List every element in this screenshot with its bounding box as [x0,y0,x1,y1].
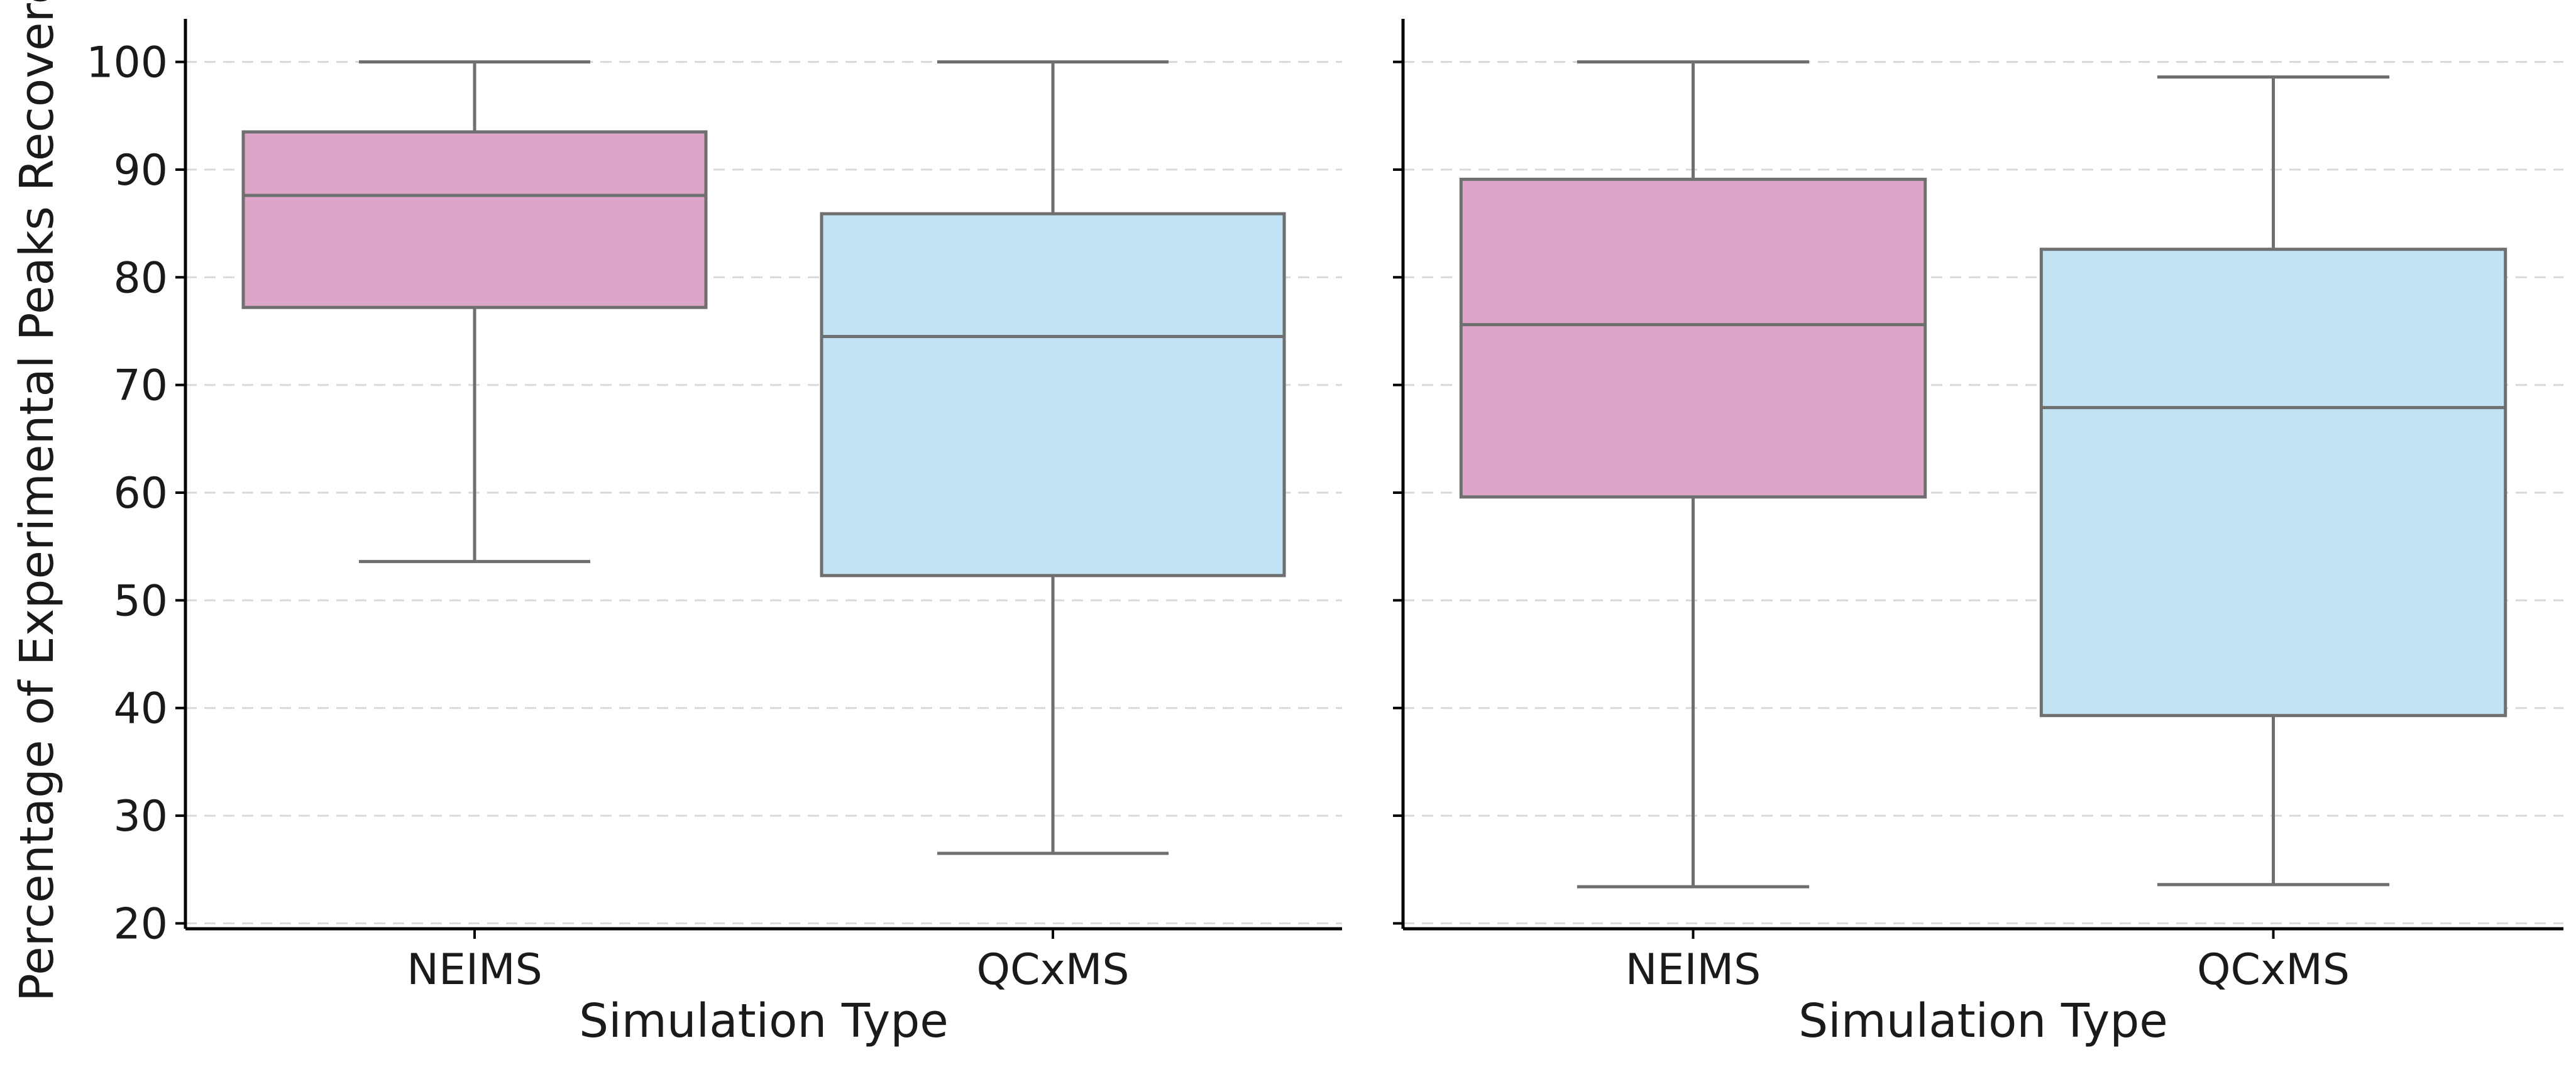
y-tick-label: 50 [113,576,168,626]
x-axis-title-left: Simulation Type [579,994,949,1048]
y-tick-label: 40 [113,684,168,734]
y-tick-label: 70 [113,361,168,411]
box-qcxms [820,60,1286,855]
x-tick-label: NEIMS [407,945,542,995]
y-tick-label: 20 [113,899,168,949]
right-panel: NEIMS QCxMS [1393,19,2563,995]
iqr-box [2039,248,2507,718]
x-tick-label: NEIMS [1626,945,1761,995]
iqr-box [1459,177,1927,499]
box-qcxms [2039,75,2507,887]
y-tick-label: 60 [113,469,168,518]
x-tick-label: QCxMS [976,945,1129,995]
iqr-box [820,212,1286,577]
y-tick-label: 80 [113,253,168,303]
iqr-box [241,130,708,309]
y-tick-label: 90 [113,146,168,195]
x-axis-title-right: Simulation Type [1798,994,2168,1048]
y-tick-label: 30 [113,792,168,841]
y-axis-title: Percentage of Experimental Peaks Recover… [10,0,64,1002]
x-tick-label: QCxMS [2197,945,2350,995]
y-tick-label: 100 [86,38,168,88]
left-panel: 20 30 40 50 60 70 80 90 100 NEIMS QCxMS [86,19,1342,995]
box-neims [1459,60,1927,889]
box-neims [241,60,708,564]
